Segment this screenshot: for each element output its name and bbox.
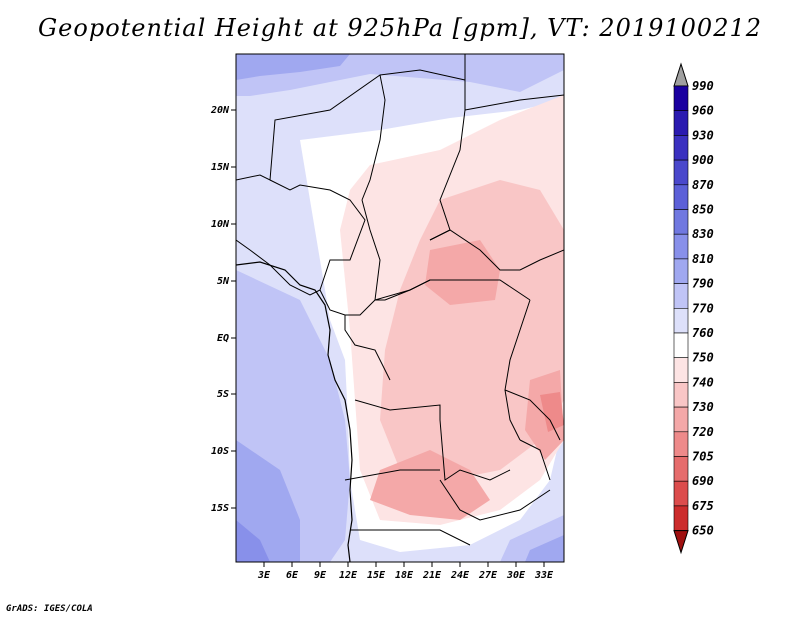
colorbar-swatch	[673, 159, 689, 186]
colorbar-swatch	[673, 110, 689, 136]
colorbar-level-label: 900	[692, 153, 714, 167]
lon-tick-label: 18E	[395, 570, 414, 581]
colorbar-over-triangle	[673, 62, 689, 87]
colorbar-level-label: 760	[692, 326, 714, 340]
colorbar-level-label: 830	[692, 227, 714, 241]
colorbar-swatch	[673, 406, 689, 433]
colorbar-level-label: 690	[692, 474, 714, 488]
colorbar-swatch	[673, 456, 689, 482]
colorbar-level-label: 870	[692, 178, 714, 192]
lon-tick-label: 3E	[257, 570, 271, 581]
colorbar-level-label: 770	[692, 301, 714, 315]
lon-tick-label: 30E	[506, 570, 526, 581]
colorbar-level-label: 930	[692, 128, 714, 142]
lon-tick-label: 33E	[534, 570, 554, 581]
lat-tick-label: 15S	[211, 503, 229, 514]
colorbar-under-triangle	[673, 530, 689, 555]
colorbar-swatch	[673, 480, 689, 507]
colorbar-swatch	[673, 431, 689, 457]
map-frame	[235, 53, 565, 563]
lat-tick-label: 15N	[211, 162, 230, 173]
lon-tick-label: 15E	[367, 570, 386, 581]
lon-tick-label: 21E	[422, 570, 442, 581]
lat-tick-label: EQ	[217, 333, 229, 344]
colorbar-level-label: 720	[692, 425, 714, 439]
colorbar-level-label: 650	[692, 524, 714, 538]
colorbar-swatch	[673, 209, 689, 235]
colorbar-level-label: 740	[692, 375, 714, 389]
colorbar-swatch	[673, 357, 689, 383]
lon-tick-label: 9E	[314, 570, 327, 581]
height-field	[236, 54, 564, 562]
colorbar-level-label: 960	[692, 104, 714, 118]
grads-credit: GrADS: IGES/COLA	[6, 604, 93, 614]
country-borders	[236, 54, 564, 546]
colorbar-swatch	[673, 283, 689, 309]
colorbar-swatch	[673, 332, 689, 359]
lon-axis: 3E 6E 9E 12E 15E 18E 21E 24E 27E 30E 33E	[257, 562, 554, 581]
colorbar-swatch	[673, 135, 689, 161]
colorbar-swatch	[673, 233, 689, 260]
colorbar-swatch	[673, 258, 689, 284]
lon-tick-label: 6E	[286, 570, 299, 581]
colorbar-level-label: 750	[692, 351, 714, 365]
colorbar: 990 960 930 900 870 850 830 810 790 770 760 750 740 7…	[673, 62, 714, 555]
lat-tick-label: 10N	[211, 219, 230, 230]
colorbar-level-label: 790	[692, 277, 714, 291]
lon-tick-label: 24E	[450, 570, 470, 581]
lon-tick-label: 27E	[478, 570, 498, 581]
map-title: Geopotential Height at 925hPa [gpm], VT:…	[38, 14, 762, 42]
lon-tick-label: 12E	[339, 570, 358, 581]
lat-tick-label: 5N	[217, 276, 230, 287]
colorbar-level-label: 675	[692, 499, 714, 513]
colorbar-level-label: 705	[692, 450, 714, 464]
lat-tick-label: 20N	[210, 105, 230, 116]
colorbar-swatch	[673, 184, 689, 210]
colorbar-swatch	[673, 505, 689, 531]
colorbar-level-label: 810	[692, 252, 714, 266]
lat-tick-label: 5S	[217, 389, 229, 400]
colorbar-swatch	[673, 307, 689, 334]
coastline	[236, 261, 353, 562]
colorbar-swatch	[673, 85, 689, 112]
lat-tick-label: 10S	[211, 446, 229, 457]
colorbar-level-label: 850	[692, 203, 714, 217]
lat-axis: 20N 15N 10N 5N EQ 5S 10S 15S	[210, 105, 236, 514]
colorbar-level-label: 730	[692, 400, 714, 414]
colorbar-level-label: 990	[692, 79, 714, 93]
colorbar-swatch	[673, 382, 689, 408]
